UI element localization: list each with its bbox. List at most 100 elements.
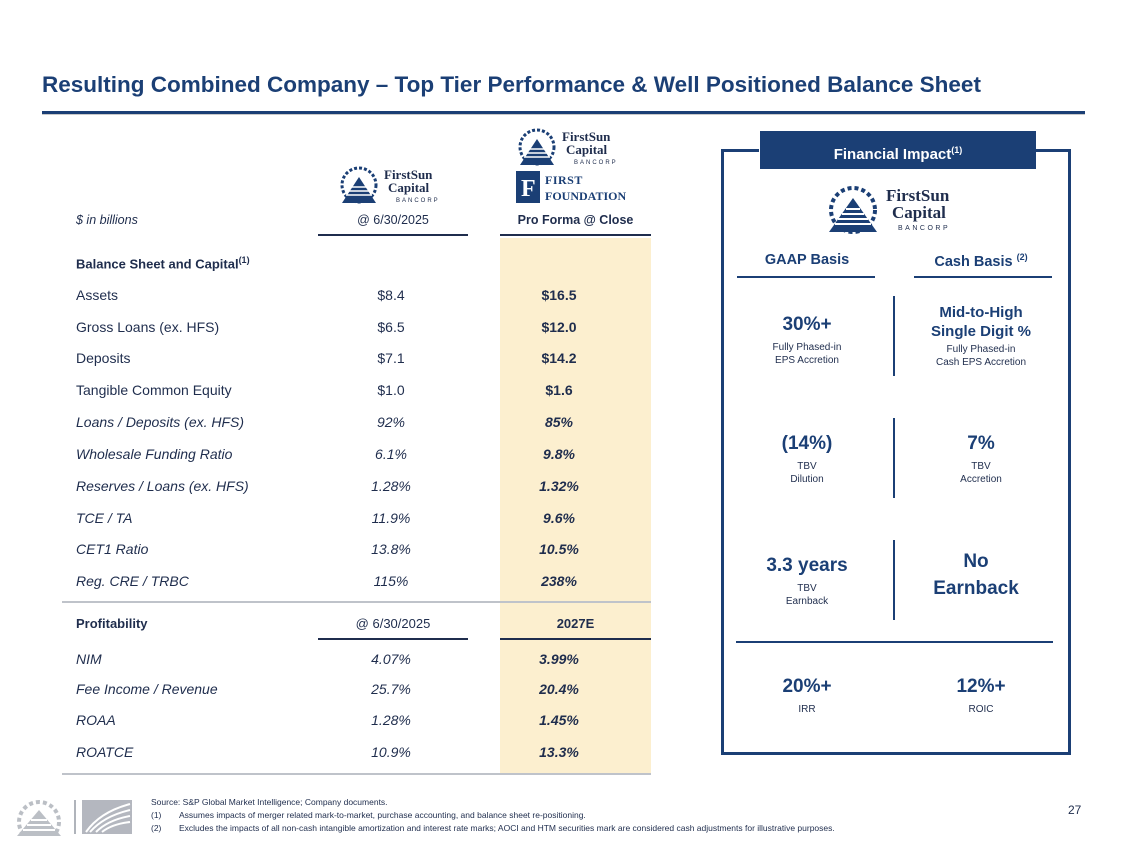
table-row: Tangible Common Equity $1.0 $1.6 [76, 382, 636, 402]
metric-value: 3.3 years [766, 555, 848, 576]
row-value-current: 92% [376, 414, 406, 430]
table-row: Loans / Deposits (ex. HFS) 92% 85% [76, 414, 636, 434]
table-row: Reserves / Loans (ex. HFS) 1.28% 1.32% [76, 478, 636, 498]
row-value-proforma: 10.5% [539, 541, 579, 557]
units-label: $ in billions [76, 213, 138, 227]
sunburst-icon [829, 186, 877, 234]
row-label: ROAA [76, 712, 116, 728]
row-value-current: 4.07% [371, 651, 411, 667]
row-label: TCE / TA [76, 510, 133, 526]
metric-sub: Dilution [790, 474, 824, 485]
row-label: Gross Loans (ex. HFS) [76, 319, 220, 335]
title-divider-shadow [42, 114, 1085, 115]
row-value-current: $1.0 [377, 382, 405, 398]
row-value-proforma: 9.8% [543, 446, 575, 462]
row-value-current: $7.1 [377, 350, 405, 366]
row-label: Fee Income / Revenue [76, 681, 218, 697]
col-current-header: @ 6/30/2025 [357, 213, 429, 227]
row-value-current: 6.1% [375, 446, 407, 462]
cash-eps-accretion-metric: Mid-to-High Single Digit % Fully Phased-… [906, 303, 1056, 369]
metric-value: Earnback [933, 578, 1019, 599]
footnote-2: (2) Excludes the impacts of all non-cash … [151, 823, 835, 833]
row-value-current: 1.28% [371, 478, 411, 494]
firstsun-logo-line3: BANCORP [396, 198, 440, 204]
row-value-proforma: $1.6 [545, 382, 573, 398]
table-row: Assets $8.4 $16.5 [76, 287, 636, 307]
firstsun-logo-line2: Capital [892, 203, 946, 222]
metric-sub: TBV [971, 461, 991, 472]
table-row: NIM 4.07% 3.99% [76, 651, 636, 671]
gaap-header-rule [737, 276, 875, 278]
profit-col-proforma-rule [500, 638, 651, 640]
footer-logos [10, 798, 135, 844]
ff-logo-line2: FOUNDATION [545, 189, 626, 203]
firstsun-logo-panel: FirstSun Capital BANCORP [824, 184, 959, 234]
tbv-earnback-metric: 3.3 years TBV Earnback [732, 555, 882, 608]
tbv-accretion-metric: 7% TBV Accretion [906, 433, 1056, 486]
metric-divider [893, 296, 895, 376]
metric-sub: Accretion [960, 474, 1002, 485]
row-value-proforma: 1.32% [539, 478, 579, 494]
col-proforma-header: Pro Forma @ Close [517, 213, 634, 227]
firstsun-logo-line3: BANCORP [898, 225, 950, 232]
row-value-proforma: 238% [541, 573, 577, 589]
foundation-swoosh-icon [82, 800, 132, 834]
row-value-current: 13.8% [371, 541, 411, 557]
row-value-current: 11.9% [371, 510, 411, 526]
footer-logo-divider [74, 800, 76, 834]
metric-value: 20%+ [782, 676, 832, 697]
table-row: Wholesale Funding Ratio 6.1% 9.8% [76, 446, 636, 466]
row-label: Assets [76, 287, 119, 303]
row-value-proforma: 9.6% [543, 510, 575, 526]
row-value-proforma: $16.5 [541, 287, 577, 303]
metric-sub: Cash EPS Accretion [935, 357, 1027, 368]
cash-header-rule [914, 276, 1052, 278]
metric-sub: Fully Phased-in [946, 344, 1016, 355]
table-row: ROATCE 10.9% 13.3% [76, 744, 636, 764]
row-label: Deposits [76, 350, 131, 366]
table-row: Fee Income / Revenue 25.7% 20.4% [76, 681, 636, 701]
ff-logo-line1: FIRST [545, 173, 583, 187]
metric-sub: ROIC [968, 704, 994, 715]
row-value-proforma: 85% [544, 414, 574, 430]
page-number: 27 [1068, 803, 1082, 817]
firstsun-logo-line1: FirstSun [562, 129, 611, 144]
table-row: TCE / TA 11.9% 9.6% [76, 510, 636, 530]
svg-text:F: F [521, 176, 536, 202]
sunburst-icon [17, 800, 61, 844]
row-value-current: $8.4 [377, 287, 405, 303]
pro-forma-column-highlight [500, 238, 651, 774]
metric-sub: Fully Phased-in [772, 342, 842, 353]
roic-metric: 12%+ ROIC [906, 676, 1056, 716]
metric-sub: EPS Accretion [775, 355, 839, 366]
firstsun-logo-line1: FirstSun [384, 167, 433, 182]
table-row: Gross Loans (ex. HFS) $6.5 $12.0 [76, 319, 636, 339]
row-value-current: 10.9% [371, 744, 411, 760]
sunburst-icon [340, 166, 378, 204]
row-value-current: 25.7% [371, 681, 411, 697]
sunburst-icon [518, 128, 556, 166]
metric-value: Single Digit % [930, 323, 1031, 340]
row-value-proforma: 20.4% [539, 681, 579, 697]
metric-value: 7% [967, 433, 995, 454]
firstsun-logo: FirstSun Capital BANCORP [338, 165, 450, 205]
footnotes: Source: S&P Global Market Intelligence; … [151, 796, 835, 835]
panel-top-border-right [1036, 149, 1071, 152]
footnote-1: (1) Assumes impacts of merger related mar… [151, 810, 586, 820]
metric-divider [893, 540, 895, 620]
row-label: Tangible Common Equity [76, 382, 232, 398]
financial-impact-panel [721, 150, 1071, 755]
profit-col-current-header: @ 6/30/2025 [355, 616, 431, 631]
firstsun-logo-line3: BANCORP [574, 160, 618, 166]
col-current-header-rule [318, 234, 468, 236]
row-label: Loans / Deposits (ex. HFS) [76, 414, 245, 430]
table-row: ROAA 1.28% 1.45% [76, 712, 636, 732]
row-label: NIM [76, 651, 102, 667]
row-value-proforma: $14.2 [541, 350, 577, 366]
row-label: Reserves / Loans (ex. HFS) [76, 478, 249, 494]
metric-value: (14%) [781, 433, 833, 454]
table-row: Reg. CRE / TRBC 115% 238% [76, 573, 636, 593]
table-row: Deposits $7.1 $14.2 [76, 350, 636, 370]
metric-divider [893, 418, 895, 498]
row-value-proforma: 1.45% [539, 712, 579, 728]
